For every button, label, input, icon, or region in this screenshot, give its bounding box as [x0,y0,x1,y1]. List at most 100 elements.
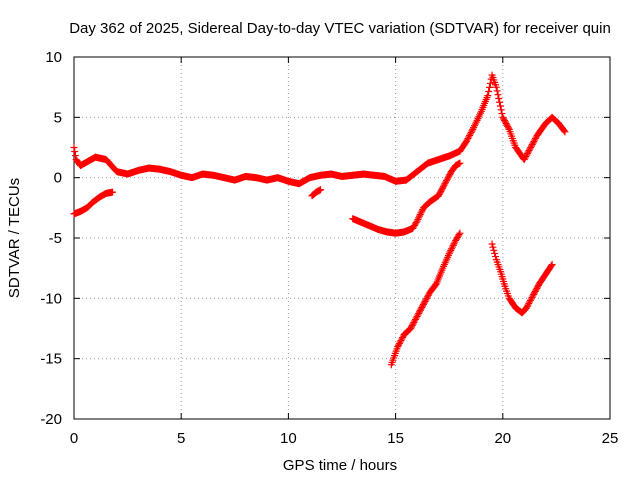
y-tick-label: -20 [40,411,62,428]
data-point [489,243,497,251]
data-point [71,148,79,156]
data-point [468,127,476,135]
y-tick-label: -10 [40,290,62,307]
data-point [445,172,453,180]
data-point [548,261,556,269]
data-point [445,250,453,258]
data-point [525,299,533,307]
data-point [412,314,420,322]
data-point [547,262,555,270]
data-point [70,144,78,151]
x-tick-label: 25 [602,430,619,447]
x-axis-label: GPS time / hours [283,457,397,474]
data-point [523,302,531,310]
data-point [448,243,456,251]
data-point [413,217,421,225]
data-point [456,159,464,167]
data-point [424,291,432,299]
data-point [423,294,431,302]
data-point [528,140,536,148]
data-point [422,296,430,304]
grid-lines [74,57,610,419]
x-tick-label: 10 [280,430,297,447]
data-point [443,175,451,183]
data-point [416,306,424,314]
data-point [529,139,537,147]
data-point [407,323,415,331]
data-point [496,102,504,110]
data-point [408,321,416,329]
data-point [464,134,472,142]
data-point [498,110,506,118]
data-point [560,127,568,135]
data-point [455,231,463,239]
y-tick-label: -15 [40,351,62,368]
data-point [450,240,458,248]
data-point [466,130,474,138]
data-point [526,298,534,306]
x-tick-label: 20 [494,430,511,447]
data-point [437,187,445,195]
data-point [417,305,425,313]
data-point [530,289,538,297]
data-point [504,122,512,130]
data-point [396,338,404,346]
data-point [522,153,530,161]
y-tick-label: -5 [49,230,62,247]
data-point [522,304,530,312]
data-point [456,229,464,237]
data-point [434,192,442,200]
data-point [530,137,538,145]
data-point [420,299,428,307]
data-point [523,150,531,158]
data-point [527,142,535,150]
data-point [521,154,529,162]
data-point [447,246,455,254]
data-point [492,83,500,91]
data-point [409,320,417,328]
x-tick-label: 15 [387,430,404,447]
data-point [432,281,440,289]
data-point [71,152,79,160]
data-point [443,177,451,185]
data-point [448,245,456,253]
data-point [438,186,446,194]
data-point [527,144,535,151]
data-point [415,309,423,317]
data-point [530,290,538,298]
data-point [411,317,419,325]
data-point [109,188,117,196]
series-segment-3 [308,186,325,200]
data-point [496,98,504,106]
data-point [415,308,423,316]
data-point [446,171,454,179]
data-point [524,148,532,156]
data-point [492,253,500,261]
data-point [533,284,541,292]
series-segment-2 [70,188,117,218]
y-tick-label: 10 [45,49,62,66]
data-point [561,128,569,136]
data-point [462,137,470,145]
data-point [499,113,507,121]
data-point [524,301,532,309]
y-axis-ticks: -20 -15 -10 -5 0 5 10 [40,49,610,428]
data-point [441,180,449,188]
y-tick-label: 0 [54,170,62,187]
data-point [398,335,406,343]
series-segment-4 [349,159,464,237]
data-point [526,145,534,153]
data-point [414,311,422,319]
data-point [317,186,325,194]
data-point [495,94,503,102]
data-point [520,156,528,164]
data-point [485,88,493,96]
data-point [417,209,425,217]
data-point [413,312,421,320]
data-point [440,181,448,189]
y-tick-label: 5 [54,109,62,126]
data-point [500,115,508,123]
data-point [416,210,424,218]
data-point [421,297,429,305]
data-point [465,133,473,141]
